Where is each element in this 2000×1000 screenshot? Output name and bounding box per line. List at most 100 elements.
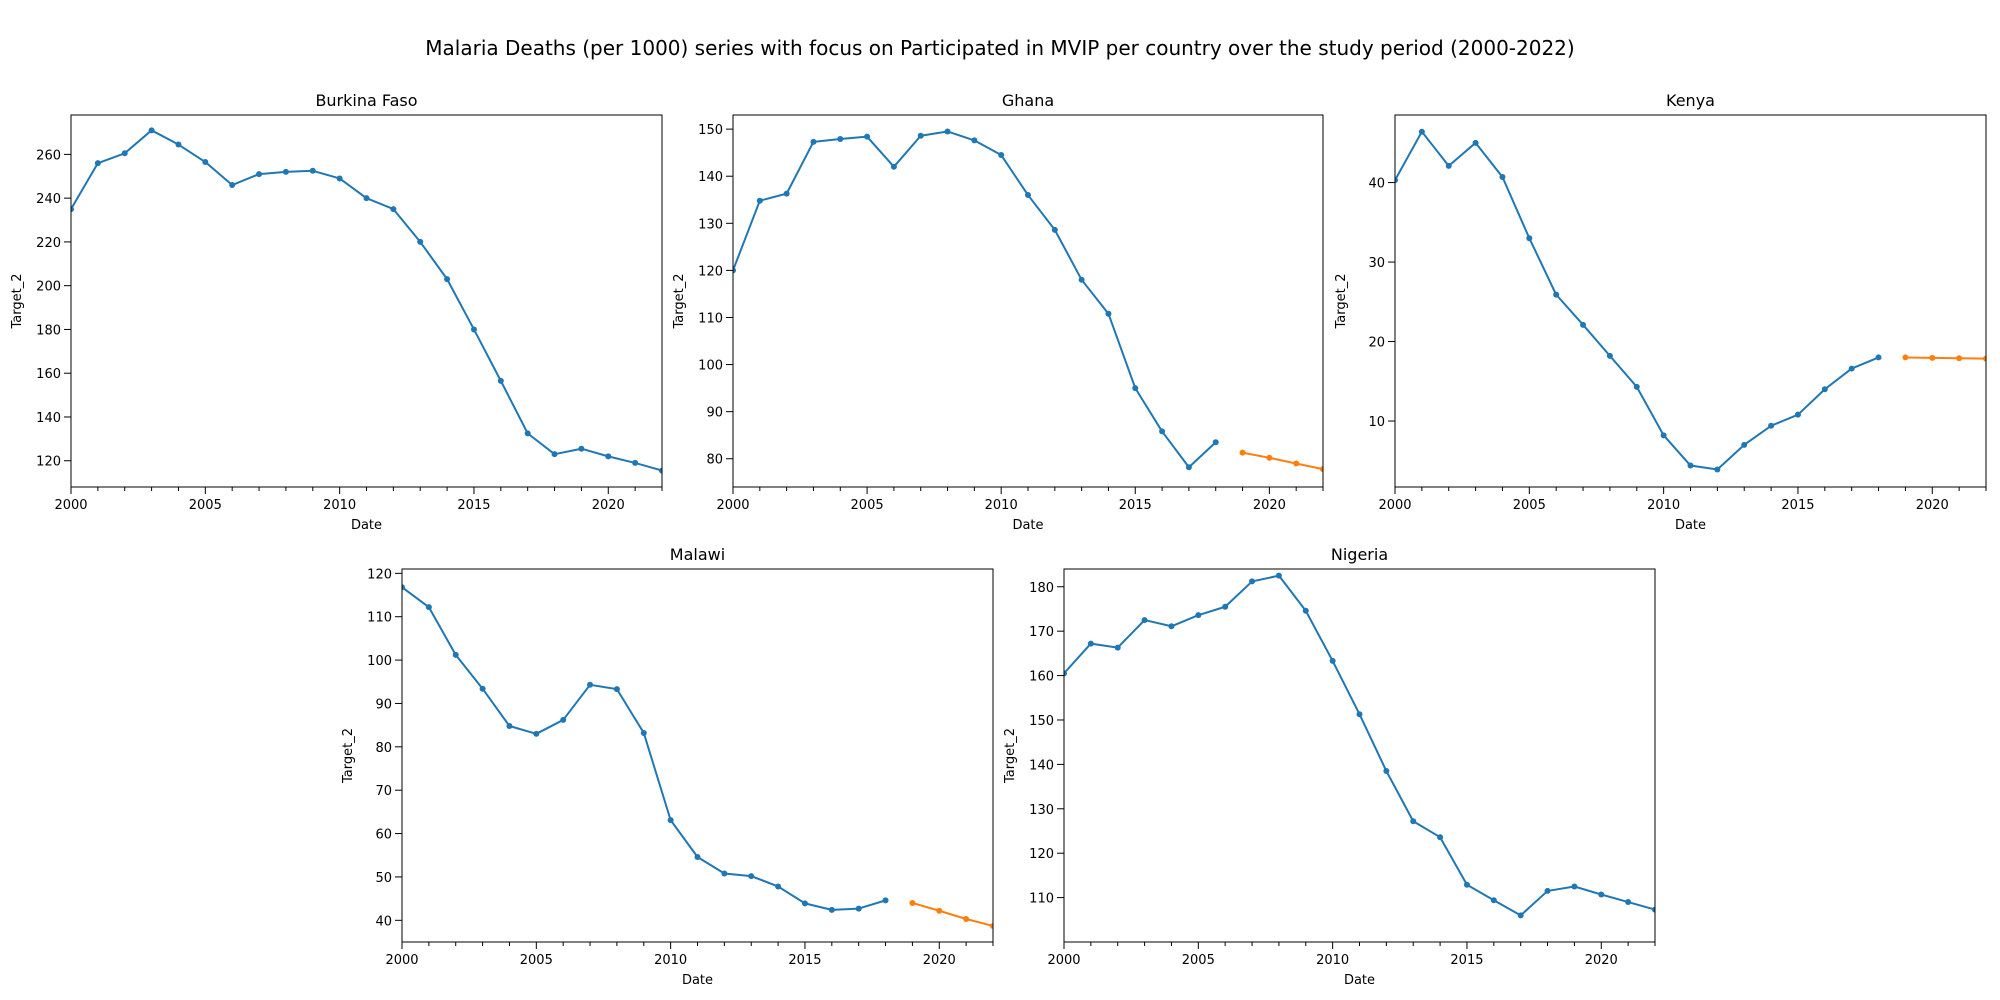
observed-data-point (855, 905, 862, 912)
x-axis-label: Date (1344, 973, 1375, 988)
observed-data-point (1249, 578, 1256, 585)
observed-data-point (1571, 883, 1578, 890)
y-axis-label: Target_2 (10, 274, 25, 330)
observed-data-point (533, 730, 540, 737)
observed-data-point (998, 152, 1005, 159)
observed-data-point (1437, 834, 1444, 841)
y-tick-label: 40 (375, 914, 392, 929)
observed-data-point (971, 137, 978, 144)
observed-data-point (417, 238, 424, 245)
observed-data-point (1652, 906, 1655, 913)
x-tick-label: 2005 (520, 953, 553, 968)
observed-data-point (1499, 174, 1506, 180)
forecast-data-point (1320, 466, 1323, 473)
observed-data-point (1606, 352, 1613, 359)
observed-data-point (402, 584, 405, 591)
y-axis-label: Target_2 (672, 274, 687, 330)
observed-data-point (309, 167, 316, 174)
forecast-data-point (1902, 354, 1909, 361)
subplot-title: Nigeria (1331, 545, 1388, 564)
observed-data-point (71, 206, 74, 213)
observed-data-point (470, 326, 477, 333)
observed-data-point (1132, 385, 1139, 392)
observed-data-point (828, 906, 835, 913)
observed-data-point (1580, 321, 1587, 328)
observed-data-point (1395, 177, 1398, 184)
observed-data-point (1490, 897, 1497, 904)
x-axis-label: Date (351, 518, 382, 533)
y-tick-label: 260 (36, 148, 61, 163)
observed-data-point (1212, 439, 1219, 446)
observed-data-point (1553, 291, 1560, 298)
y-tick-label: 120 (36, 455, 61, 470)
observed-data-point (1185, 464, 1192, 471)
x-tick-label: 2015 (788, 953, 821, 968)
x-tick-label: 2005 (189, 498, 222, 513)
observed-data-point (1598, 891, 1605, 898)
y-tick-label: 140 (698, 170, 723, 185)
forecast-data-point (936, 907, 943, 914)
observed-data-point (1275, 572, 1282, 579)
y-tick-label: 180 (36, 323, 61, 338)
observed-data-point (890, 163, 897, 170)
observed-data-point (524, 430, 531, 437)
y-tick-label: 140 (36, 411, 61, 426)
x-tick-label: 2005 (851, 498, 884, 513)
forecast-data-point (1983, 355, 1986, 362)
observed-data-point (721, 870, 728, 877)
observed-data-point (256, 171, 263, 178)
y-tick-label: 150 (698, 123, 723, 138)
x-tick-label: 2005 (1513, 498, 1546, 513)
forecast-data-point (909, 899, 916, 906)
observed-data-point (613, 686, 620, 693)
observed-data-point (944, 128, 951, 135)
plot-frame (1063, 568, 1656, 943)
observed-data-point (506, 723, 513, 730)
y-tick-label: 110 (1029, 892, 1054, 907)
observed-data-point (1463, 881, 1470, 888)
observed-data-point (282, 168, 289, 175)
observed-data-point (1168, 623, 1175, 630)
forecast-data-point (990, 922, 993, 929)
observed-data-point (882, 897, 889, 904)
plot-frame (70, 114, 663, 488)
observed-data-point (667, 817, 674, 824)
forecast-data-point (963, 916, 970, 923)
observed-data-point (1087, 640, 1094, 647)
y-tick-label: 120 (367, 567, 392, 582)
subplot-0: Burkina Faso 2000 2005 2010 2015 2020 120 140 16… (10, 91, 663, 533)
forecast-series-line (1242, 451, 1323, 471)
y-tick-label: 110 (698, 311, 723, 326)
observed-data-point (1687, 462, 1694, 469)
x-tick-label: 2020 (592, 498, 625, 513)
observed-data-point (578, 445, 585, 452)
observed-series-line (71, 129, 662, 472)
observed-data-point (837, 136, 844, 143)
x-tick-label: 2015 (1781, 498, 1814, 513)
x-axis-label: Date (682, 973, 713, 988)
y-tick-label: 120 (1029, 847, 1054, 862)
y-tick-label: 130 (698, 217, 723, 232)
plot-frame (732, 114, 1324, 488)
observed-data-point (1064, 670, 1067, 677)
forecast-series-line (1905, 356, 1986, 360)
observed-data-point (1302, 607, 1309, 614)
forecast-data-point (1956, 355, 1963, 362)
observed-data-point (632, 459, 639, 466)
observed-data-point (756, 197, 763, 204)
x-tick-label: 2020 (1585, 953, 1618, 968)
observed-data-point (1544, 887, 1551, 894)
y-tick-label: 80 (375, 741, 392, 756)
observed-data-point (1383, 768, 1390, 775)
observed-data-point (1472, 139, 1479, 146)
observed-data-point (1625, 899, 1632, 906)
x-tick-label: 2000 (54, 498, 87, 513)
y-tick-label: 170 (1029, 625, 1054, 640)
x-tick-label: 2020 (923, 953, 956, 968)
y-tick-label: 70 (375, 784, 392, 799)
plot-frame (1394, 114, 1987, 488)
x-tick-label: 2000 (385, 953, 418, 968)
observed-data-point (1329, 657, 1336, 664)
observed-data-point (94, 160, 101, 167)
observed-data-point (148, 127, 155, 134)
